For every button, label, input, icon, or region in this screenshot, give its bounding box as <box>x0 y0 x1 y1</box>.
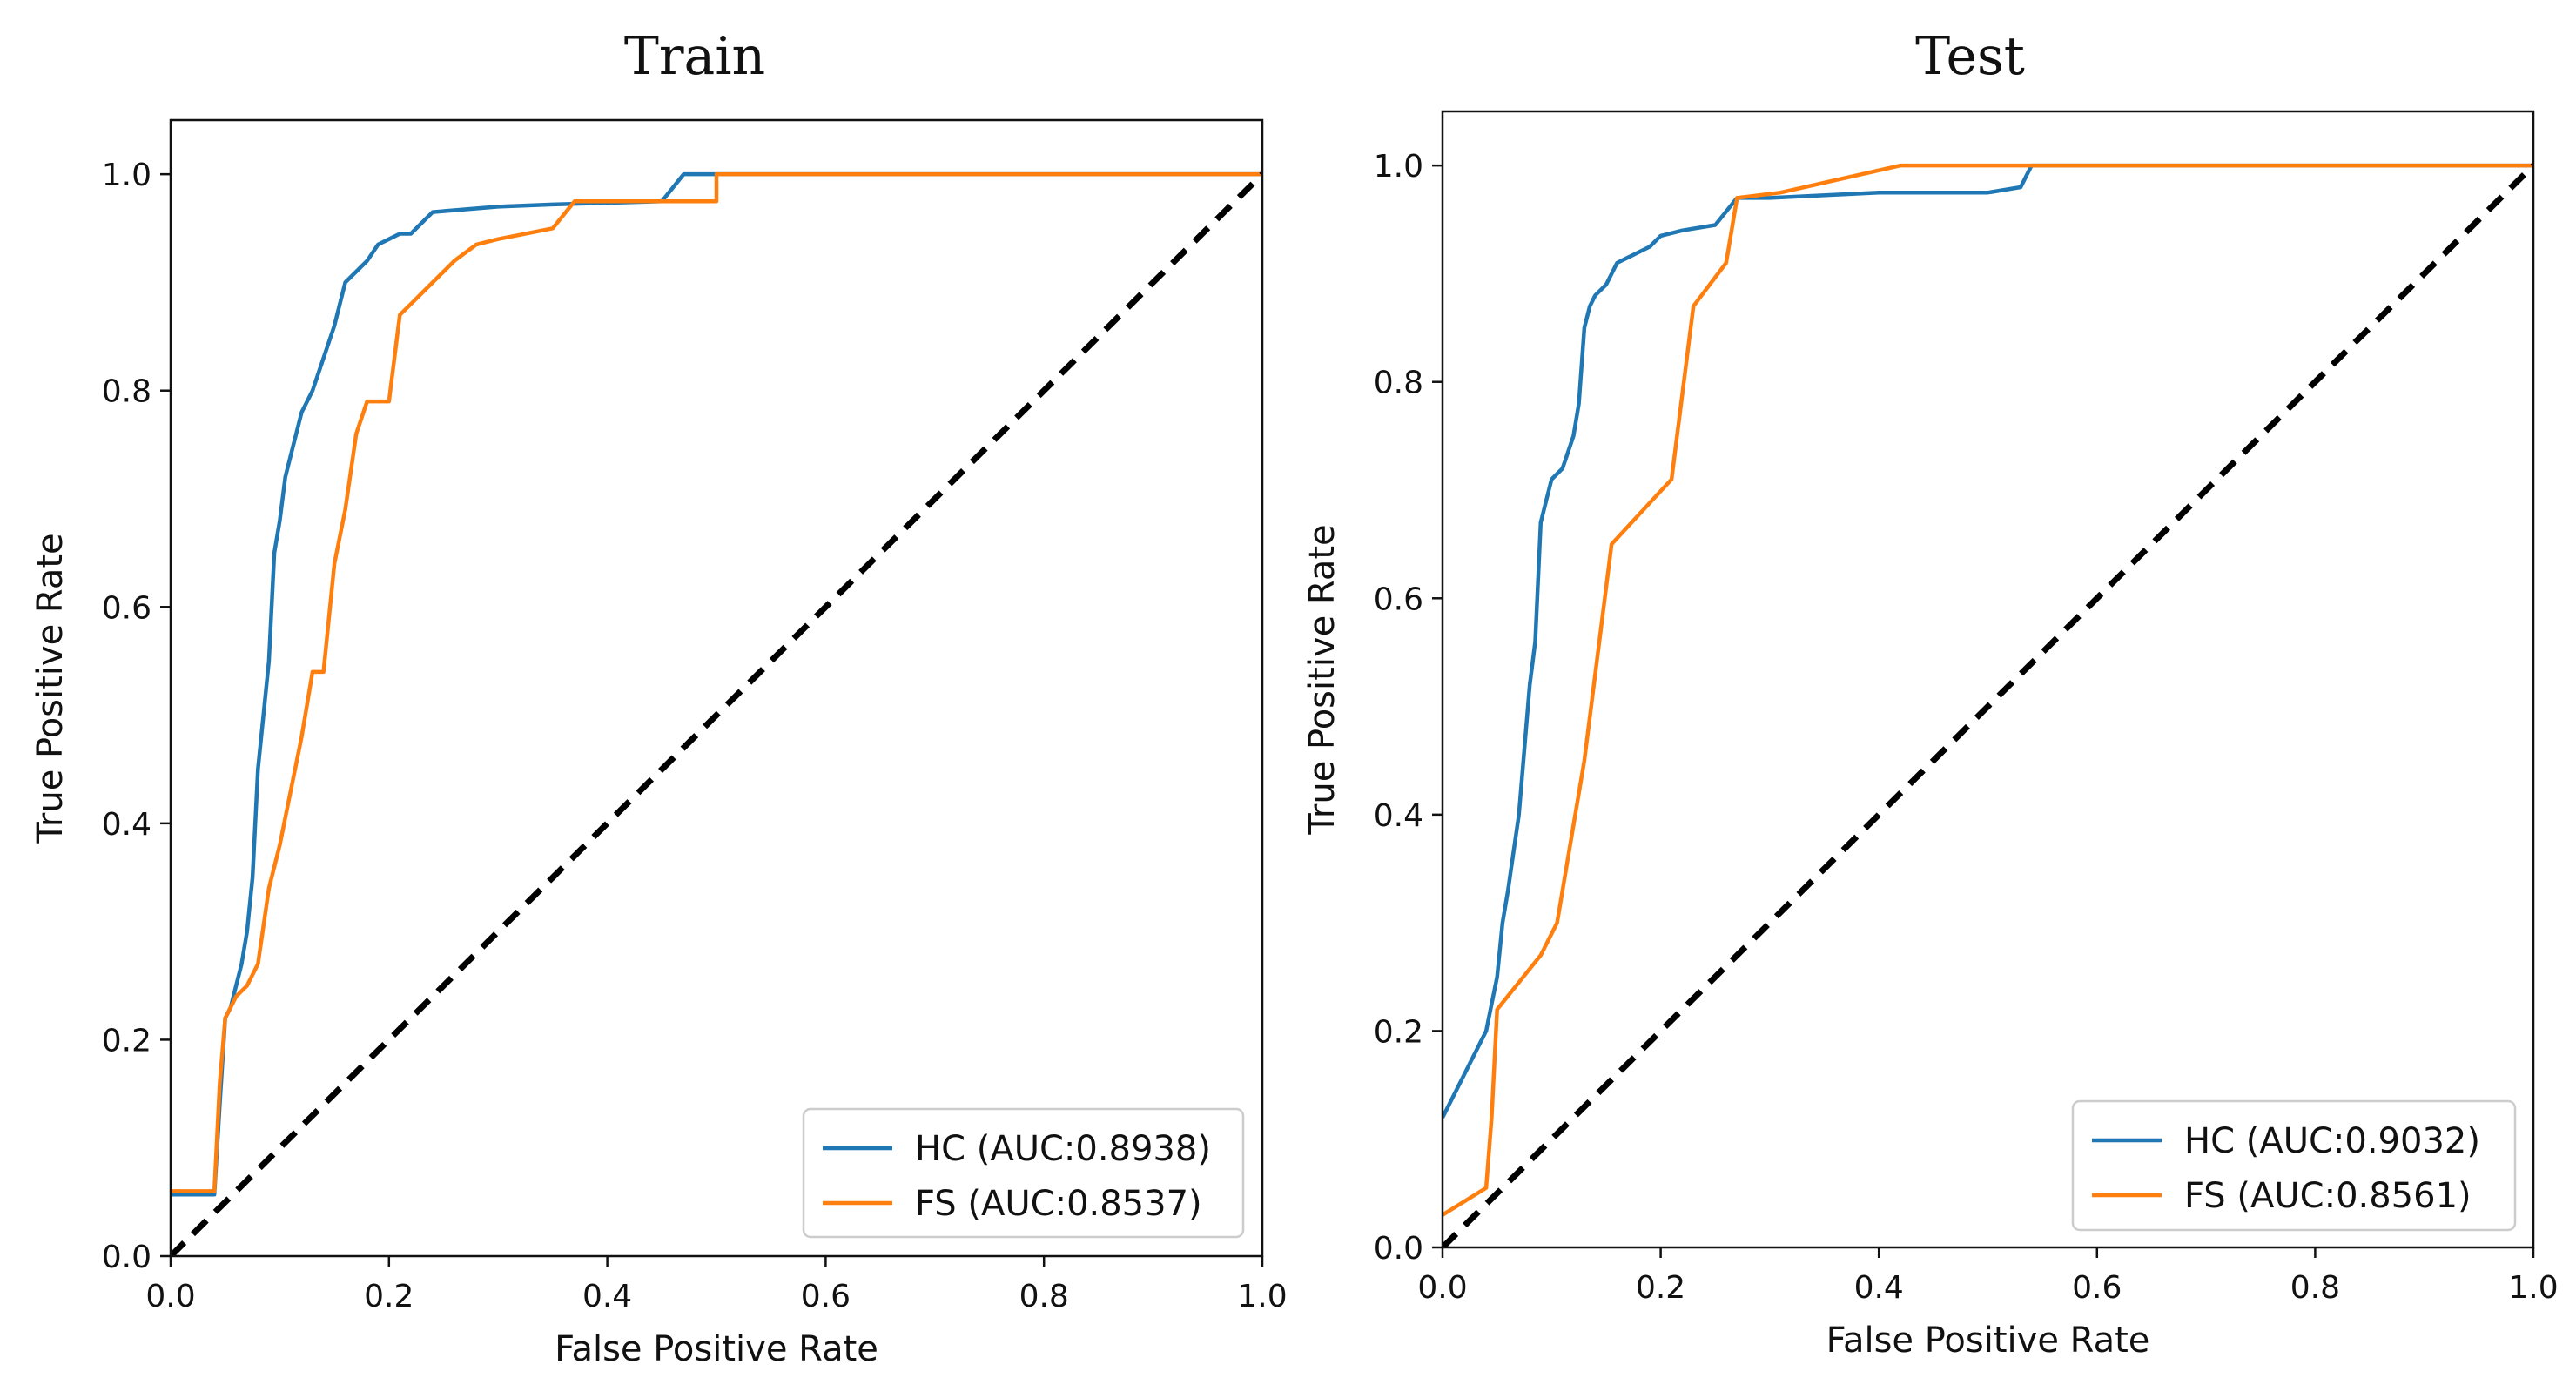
y-tick-label: 0.0 <box>1374 1231 1423 1267</box>
legend-entry-label: FS (AUC:0.8561) <box>2184 1176 2472 1216</box>
x-tick-label: 0.6 <box>801 1279 851 1314</box>
axes-frame <box>169 118 1264 1258</box>
legend-box <box>802 1107 1245 1239</box>
x-tick-label: 0.8 <box>1019 1279 1069 1314</box>
series-line-hc <box>171 171 1262 1197</box>
x-axis-label: False Positive Rate <box>555 1329 878 1369</box>
y-tick-label: 0.2 <box>102 1023 151 1059</box>
x-tick-label: 0.4 <box>582 1279 632 1314</box>
y-axis-label: True Positive Rate <box>30 533 71 844</box>
chart-title: Train <box>624 26 765 87</box>
series-line-fs <box>1443 163 2533 1217</box>
y-tick-label: 0.8 <box>102 374 151 410</box>
chart-train: Train 0.0 0.2 0.4 0.6 0.8 1.0 0.0 0.2 0.4 0.6 0.8 1.… <box>30 26 1288 1369</box>
x-tick-label: 1.0 <box>1237 1279 1287 1314</box>
y-tick-label: 0.2 <box>1374 1014 1423 1050</box>
y-tick-label: 0.8 <box>1374 366 1423 401</box>
series-line-hc <box>1443 163 2533 1119</box>
legend-entry-label: FS (AUC:0.8537) <box>915 1184 1202 1224</box>
x-tick-label: 1.0 <box>2508 1270 2558 1306</box>
x-tick-label: 0.2 <box>1636 1270 1685 1306</box>
axes-frame <box>1441 110 2535 1249</box>
chart-test: Test 0.0 0.2 0.4 0.6 0.8 1.0 0.0 0.2 0.4 0.6 0.8 1.0… <box>1302 26 2559 1361</box>
chart-title: Test <box>1915 26 2025 87</box>
x-tick-label: 0.2 <box>364 1279 414 1314</box>
y-tick-label: 0.6 <box>102 590 151 626</box>
x-tick-label: 0.8 <box>2290 1270 2340 1306</box>
y-tick-label: 0.6 <box>1374 581 1423 617</box>
x-tick-label: 0.6 <box>2072 1270 2122 1306</box>
x-axis-label: False Positive Rate <box>1826 1321 2150 1361</box>
legend-entry-label: HC (AUC:0.8938) <box>915 1129 1211 1169</box>
chance-diagonal-line <box>171 171 1262 1256</box>
legend-box <box>2071 1099 2517 1232</box>
y-tick-label: 0.4 <box>102 807 151 843</box>
plot-area <box>1443 163 2533 1247</box>
x-tick-label: 0.0 <box>1417 1270 1467 1306</box>
y-tick-label: 0.4 <box>1374 798 1423 834</box>
chance-diagonal-line <box>1443 163 2533 1247</box>
legend-entry-label: HC (AUC:0.9032) <box>2184 1121 2480 1161</box>
series-line-fs <box>171 171 1262 1193</box>
plot-area <box>171 171 1262 1256</box>
y-tick-label: 1.0 <box>1374 149 1423 185</box>
x-tick-label: 0.0 <box>145 1279 195 1314</box>
legend: HC (AUC:0.9032) FS (AUC:0.8561) <box>2071 1099 2517 1232</box>
y-tick-label: 0.0 <box>102 1240 151 1275</box>
y-tick-label: 1.0 <box>102 158 151 193</box>
legend: HC (AUC:0.8938) FS (AUC:0.8537) <box>802 1107 1245 1239</box>
x-tick-label: 0.4 <box>1854 1270 1904 1306</box>
y-axis-label: True Positive Rate <box>1302 524 1342 835</box>
